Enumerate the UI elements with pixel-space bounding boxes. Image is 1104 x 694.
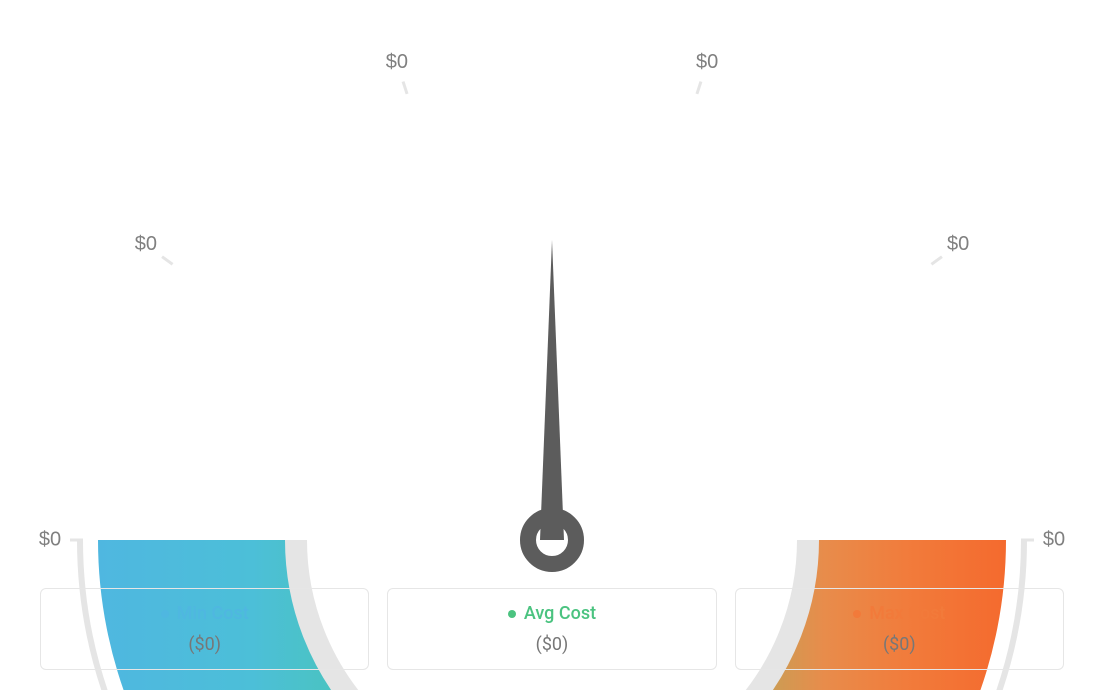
dot-icon [161,610,169,618]
svg-text:$0: $0 [1043,528,1065,550]
legend-avg: Avg Cost ($0) [387,588,716,671]
dot-icon [508,610,516,618]
svg-text:$0: $0 [386,51,408,73]
gauge-cost-widget: $0 $0 $0 $0 $0 $0 Min Cost ($0) Avg Cost ($0)… [0,0,1104,690]
gauge-chart: $0 $0 $0 $0 $0 $0 [0,0,1104,690]
legend-max-label: Max Cost [853,603,945,624]
legend-avg-text: Avg Cost [524,603,596,624]
legend-max-value: ($0) [746,634,1053,655]
legend-min-text: Min Cost [177,603,249,624]
legend-min-label: Min Cost [161,603,249,624]
dot-icon [853,610,861,618]
legend-max-text: Max Cost [869,603,945,624]
svg-text:$0: $0 [947,233,969,255]
svg-text:$0: $0 [135,233,157,255]
svg-text:$0: $0 [39,528,61,550]
legend-min: Min Cost ($0) [40,588,369,671]
legend-row: Min Cost ($0) Avg Cost ($0) Max Cost ($0… [40,588,1064,671]
svg-text:$0: $0 [696,51,718,73]
legend-avg-value: ($0) [398,634,705,655]
legend-max: Max Cost ($0) [735,588,1064,671]
legend-min-value: ($0) [51,634,358,655]
legend-avg-label: Avg Cost [508,603,596,624]
